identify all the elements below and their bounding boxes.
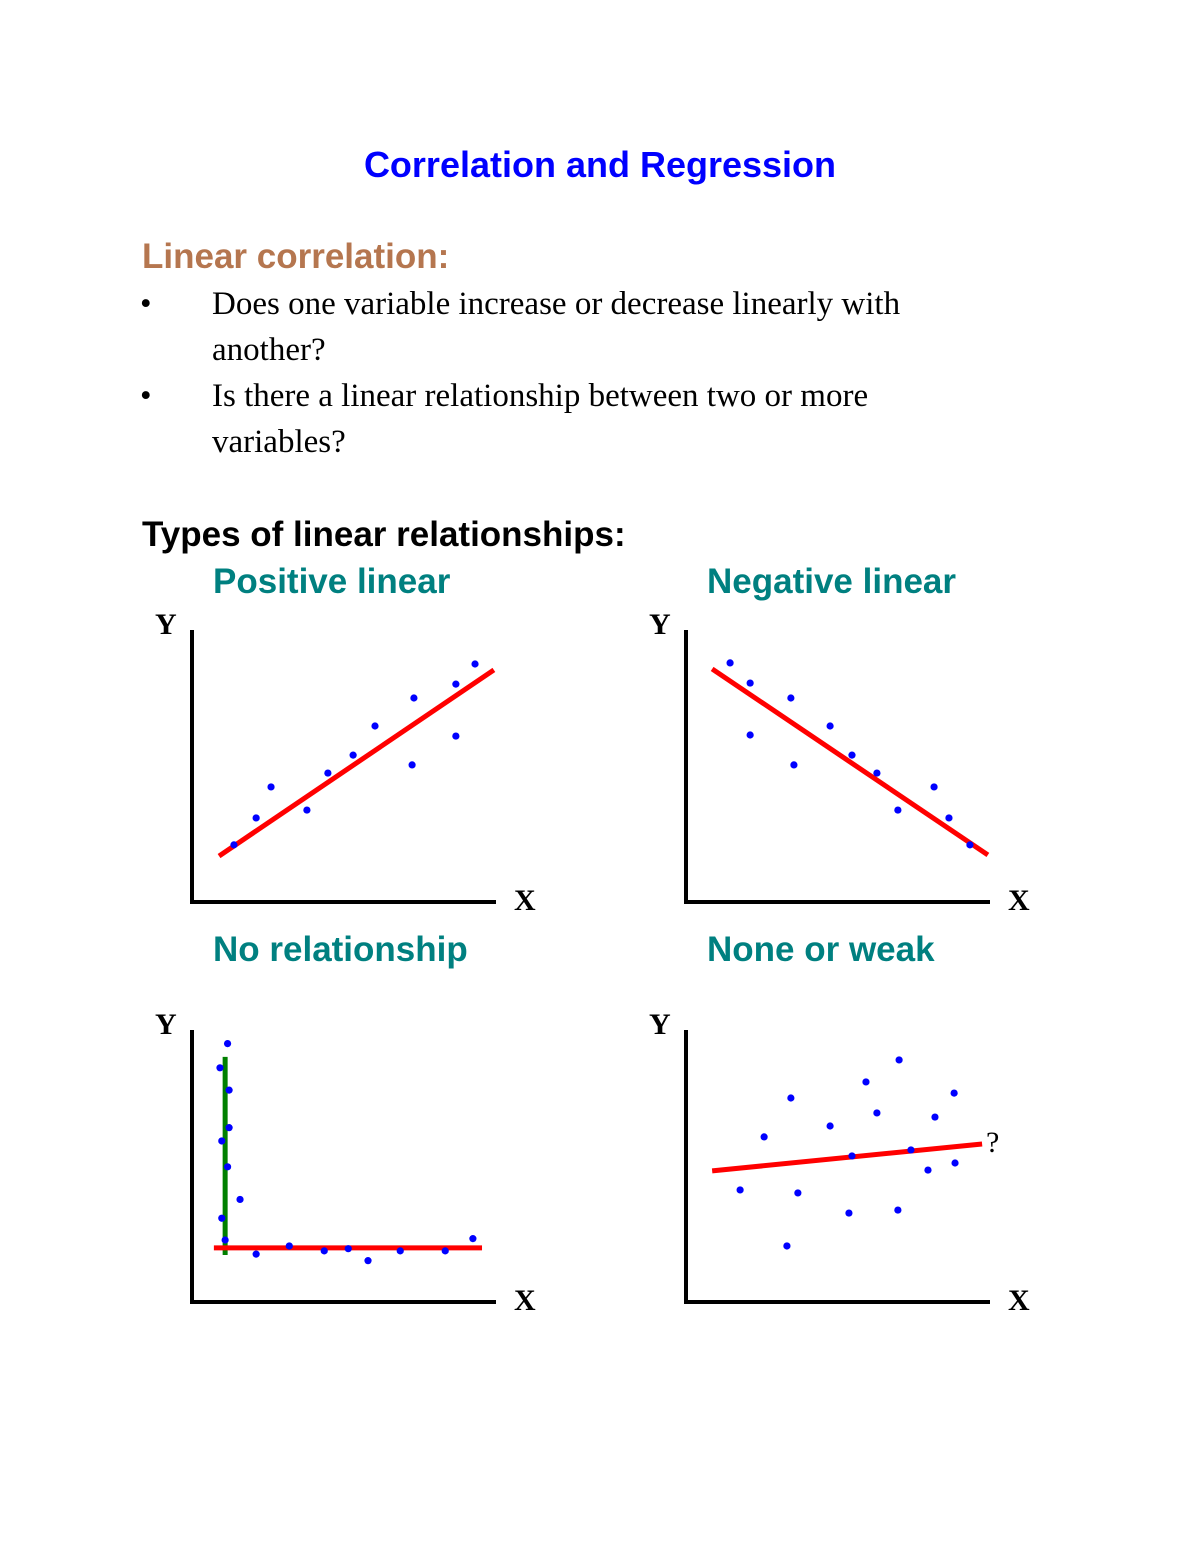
data-point (285, 1242, 293, 1250)
data-point (223, 1163, 232, 1171)
data-point (216, 1064, 224, 1072)
data-point (344, 1245, 352, 1253)
x-axis-label: X (514, 1284, 536, 1317)
data-point (471, 660, 479, 668)
plot-title-negative: Negative linear (707, 562, 956, 601)
y-axis-label: Y (155, 608, 177, 641)
data-point (826, 1122, 834, 1130)
fit-line (710, 666, 990, 858)
data-point (371, 722, 379, 730)
data-point (924, 1166, 932, 1174)
bullet-text: Is there a linear relationship between t… (212, 378, 869, 414)
axes (190, 1030, 496, 1304)
data-point (746, 731, 754, 739)
data-point (787, 1094, 795, 1102)
data-point (349, 751, 357, 759)
data-point (895, 1056, 903, 1064)
data-point (787, 694, 795, 702)
data-point (218, 1214, 226, 1222)
data-point (452, 680, 460, 688)
fit-line (711, 1141, 983, 1174)
data-point (408, 761, 416, 769)
plot-title-none: No relationship (213, 930, 468, 969)
data-point (223, 1040, 232, 1048)
x-axis-label: X (1008, 884, 1030, 917)
page-title: Correlation and Regression (363, 144, 837, 185)
data-point (303, 806, 311, 814)
data-point (230, 841, 238, 849)
y-axis-label: Y (649, 608, 671, 641)
bullet-icon: • (140, 286, 152, 322)
data-point (452, 732, 460, 740)
data-point (252, 1250, 260, 1258)
data-point (267, 783, 275, 791)
data-point (236, 1195, 244, 1204)
data-point (931, 1113, 939, 1121)
data-point (894, 806, 902, 814)
data-point (862, 1078, 870, 1086)
data-point (441, 1247, 449, 1255)
data-point (218, 1137, 226, 1145)
bullet-text: another? (212, 332, 326, 368)
y-axis-label: Y (649, 1008, 671, 1041)
data-point (410, 694, 418, 702)
axes (684, 1030, 990, 1304)
data-point (907, 1146, 915, 1154)
bullet-text: Does one variable increase or decrease l… (212, 286, 901, 322)
data-point (930, 783, 938, 791)
data-point (396, 1247, 404, 1255)
data-point (790, 761, 798, 769)
x-axis-label: X (514, 884, 536, 917)
data-point (324, 769, 332, 777)
data-point (783, 1242, 791, 1250)
data-point (320, 1247, 328, 1255)
data-point (760, 1133, 768, 1141)
section-heading-linear-correlation: Linear correlation: (142, 237, 450, 276)
data-point (950, 1089, 958, 1097)
data-point (252, 814, 260, 822)
data-point (848, 1152, 856, 1160)
plot-title-positive: Positive linear (213, 562, 451, 601)
data-point (951, 1159, 959, 1167)
bullet-icon: • (140, 378, 152, 414)
data-point (826, 722, 834, 730)
data-point (225, 1124, 233, 1132)
data-point (945, 814, 953, 822)
data-point (794, 1189, 802, 1197)
x-axis-label: X (1008, 1284, 1030, 1317)
fit-line (217, 667, 496, 859)
plot-title-weak: None or weak (707, 930, 935, 969)
axes (684, 630, 990, 904)
data-point (845, 1209, 853, 1217)
data-point (726, 659, 734, 667)
data-point (221, 1236, 229, 1244)
axes (190, 630, 496, 904)
data-point (364, 1257, 372, 1265)
section-heading-types: Types of linear relationships: (142, 515, 626, 554)
data-point (736, 1186, 744, 1194)
data-point (848, 751, 856, 759)
bullet-text: variables? (212, 424, 346, 460)
y-axis-label: Y (155, 1008, 177, 1041)
data-point (225, 1086, 233, 1094)
data-point (894, 1206, 902, 1214)
data-point (746, 679, 754, 687)
question-annotation: ? (986, 1126, 1000, 1159)
data-point (873, 769, 881, 777)
data-point (469, 1235, 477, 1243)
data-point (966, 841, 974, 849)
data-point (873, 1109, 881, 1117)
